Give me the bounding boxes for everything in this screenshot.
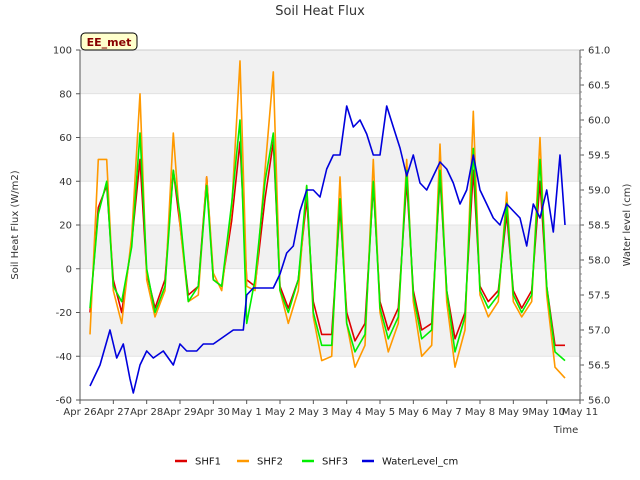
x-tick-label: May 10 [528,407,565,418]
series-line [89,105,566,394]
legend-label: WaterLevel_cm [382,457,458,468]
series-layer [89,60,566,394]
y-right-tick-label: 56.0 [588,396,610,407]
x-tick-label: May 6 [398,407,428,418]
y-right-tick-label: 60.0 [588,116,610,127]
y-right-tick-label: 56.5 [588,361,610,372]
band [80,50,580,94]
y-right-tick-label: 58.0 [588,256,610,267]
legend-label: SHF3 [322,457,348,468]
y-left-tick-label: 0 [66,264,72,275]
background-bands [80,50,580,357]
x-tick-label: May 8 [465,407,495,418]
x-tick-label: Apr 30 [197,407,230,418]
badge-box [80,32,138,51]
legend: SHF1 SHF2 SHF3 WaterLevel_cm [175,457,458,468]
y-right-tick-label: 60.5 [588,81,610,92]
x-tick-label: May 5 [365,407,395,418]
y-left-tick-label: 40 [59,177,72,188]
y-right-tick-label: 57.0 [588,326,610,337]
legend-item: SHF3 [302,457,348,468]
series-shf3 [89,119,566,362]
series-line [89,60,566,379]
y-right-tick-label: 58.5 [588,221,610,232]
x-tick-label: May 11 [562,407,599,418]
y-axis-left-title: Soil Heat Flux (W/m2) [10,170,21,279]
legend-item: WaterLevel_cm [362,457,458,468]
badge-label: EE_met [87,36,132,49]
x-tick-label: May 2 [265,407,295,418]
legend-label: SHF2 [257,457,283,468]
x-tick-label: Apr 28 [130,407,163,418]
legend-item: SHF1 [175,457,221,468]
x-tick-label: Apr 27 [97,407,130,418]
y-left-tick-label: 20 [59,221,72,232]
x-axis-title: Time [553,425,578,436]
series-line [89,119,566,362]
band [80,225,580,269]
x-tick-label: Apr 29 [163,407,196,418]
y-axis-right-title: Water level (cm) [622,184,633,267]
y-right-tick-label: 59.5 [588,151,610,162]
y-right-tick-label: 57.5 [588,291,610,302]
x-tick-label: May 3 [298,407,328,418]
y-left-tick-label: -60 [56,396,72,407]
y-left-tick-label: 80 [59,89,72,100]
legend-item: SHF2 [237,457,283,468]
y-left-tick-label: -20 [56,308,72,319]
x-tick-label: May 1 [232,407,262,418]
y-left-tick-label: 60 [59,133,72,144]
band [80,137,580,182]
y-right-tick-label: 59.0 [588,186,610,197]
x-tick-label: Apr 26 [63,407,96,418]
ee-met-badge: EE_met [80,32,138,51]
y-left-tick-label: 100 [53,46,72,57]
series-waterlevel-cm [89,105,566,394]
y-left-tick-label: -40 [56,352,72,363]
chart-title: Soil Heat Flux [275,4,365,19]
series-shf2 [89,60,566,379]
x-tick-label: May 9 [498,407,528,418]
y-right-tick-label: 61.0 [588,46,610,57]
x-tick-label: May 7 [432,407,462,418]
axes-layer: -60 -40 -20 0 20 40 60 80 100 56.0 56.5 57.0 57.5 58.… [53,46,610,419]
legend-label: SHF1 [195,457,221,468]
x-tick-label: May 4 [332,407,362,418]
